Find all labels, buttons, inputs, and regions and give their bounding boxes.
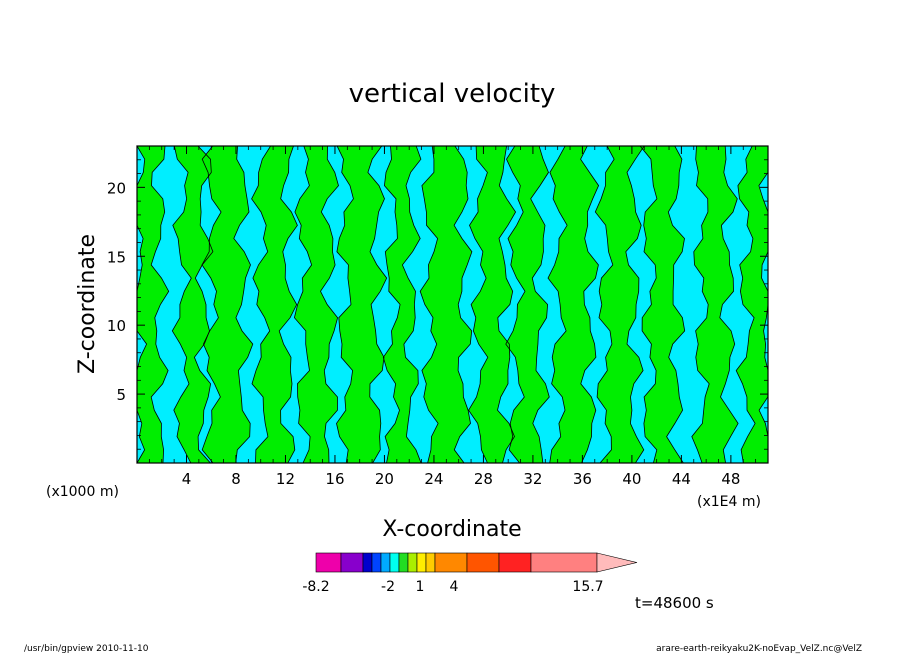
colorbar-tick-label: -8.2 [302,579,329,595]
colorbar-segment [416,552,427,573]
x-tick-label: 16 [325,470,344,488]
positive-region [294,146,339,463]
x-tick-label: 36 [573,470,592,488]
chart-title: vertical velocity [349,79,556,109]
y-tick-label: 5 [116,386,126,404]
y-tick-label: 10 [107,317,126,335]
x-tick-label: 20 [375,470,394,488]
x-tick-label: 4 [182,470,192,488]
positive-region [548,146,599,463]
colorbar-segment [315,552,342,573]
colorbar-segment [398,552,409,573]
colorbar [315,552,638,573]
x-axis: 4 8 12 16 20 24 28 32 36 40 44 48 [148,146,757,488]
y-tick-label: 20 [107,179,126,197]
colorbar-segment [371,552,382,573]
colorbar-segment [380,552,391,573]
colorbar-extend-arrow [596,552,638,573]
colorbar-segment [530,552,598,573]
colorbar-tick-label: -2 [381,579,395,595]
positive-region [251,146,298,463]
positive-region [336,146,387,463]
x-tick-label: 8 [231,470,241,488]
positive-region [691,146,739,463]
x-axis-label: X-coordinate [382,517,521,542]
y-axis-label: Z-coordinate [75,234,100,374]
x-tick-label: 48 [721,470,740,488]
colorbar-segment [362,552,373,573]
x-tick-label: 24 [424,470,443,488]
colorbar-segment [434,552,468,573]
x-scale-note-right: (x1E4 m) [697,494,761,510]
colorbar-segment [340,552,364,573]
colorbar-tick-label: 4 [450,579,459,595]
x-tick-label: 44 [672,470,691,488]
y-axis: 5 10 15 20 [107,159,768,450]
colorbar-segment [389,552,400,573]
x-scale-note-left: (x1000 m) [46,484,119,500]
time-label: t=48600 s [635,594,714,612]
colorbar-tick-label: 1 [416,579,425,595]
x-tick-label: 28 [474,470,493,488]
positive-region [172,146,213,463]
colorbar-segment [407,552,418,573]
positive-region [640,146,685,463]
positive-region [383,146,422,463]
colorbar-segment [425,552,436,573]
x-tick-label: 12 [276,470,295,488]
footer-right: arare-earth-reikyaku2K-noEvap_VelZ.nc@Ve… [656,644,862,654]
x-tick-label: 32 [523,470,542,488]
plot-area [136,145,769,464]
colorbar-labels: -8.2 -2 1 4 15.7 [302,579,603,595]
plot-frame [136,145,769,464]
positive-region [736,146,768,463]
colorbar-segment [466,552,500,573]
footer-left: /usr/bin/gpview 2010-11-10 [24,644,149,654]
y-tick-label: 15 [107,248,126,266]
x-tick-label: 40 [622,470,641,488]
positive-region [595,146,645,463]
positive-region [420,146,472,463]
colorbar-segment [498,552,532,573]
colorbar-tick-label: 15.7 [572,579,603,595]
